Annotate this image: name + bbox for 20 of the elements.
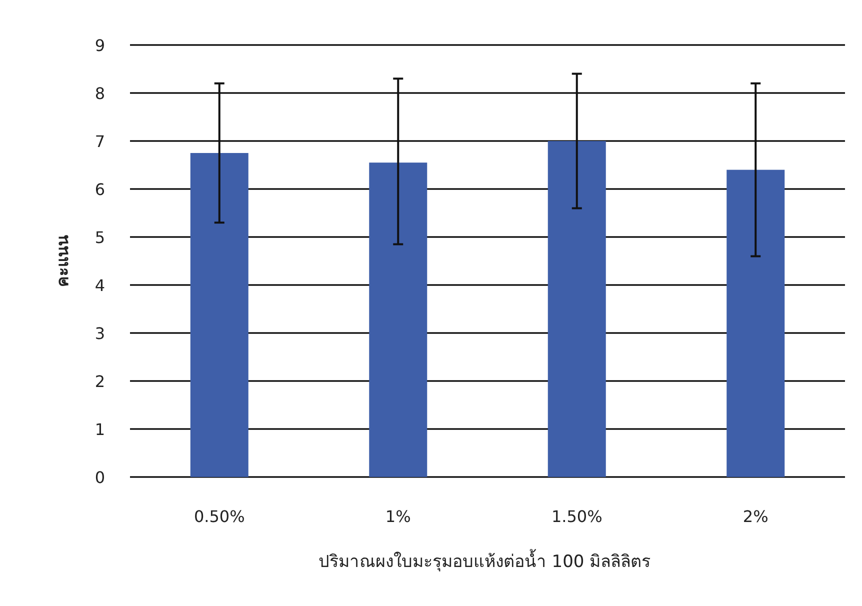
- y-tick-label: 5: [94, 228, 106, 247]
- x-tick-label: 1%: [385, 507, 411, 526]
- y-tick-label: 3: [94, 324, 106, 343]
- bar: [548, 141, 606, 477]
- bar: [369, 162, 428, 477]
- x-tick-label: 1.50%: [551, 507, 602, 526]
- y-axis-title: คะแนน: [53, 235, 72, 287]
- y-tick-label: 2: [94, 372, 106, 391]
- y-tick-label: 1: [94, 420, 106, 439]
- y-tick-label: 8: [94, 84, 106, 103]
- y-tick-label: 4: [94, 276, 106, 295]
- x-tick-label: 2%: [742, 507, 768, 526]
- y-tick-label: 9: [94, 36, 106, 55]
- y-tick-label: 0: [94, 468, 106, 487]
- bar: [190, 153, 248, 477]
- bar: [726, 170, 785, 477]
- y-tick-label: 6: [94, 180, 106, 199]
- x-tick-label: 0.50%: [194, 507, 245, 526]
- x-axis-title: ปริมาณผงใบมะรุมอบแห้งต่อน้ำ 100 มิลลิลิตร: [318, 549, 651, 572]
- y-tick-label: 7: [94, 132, 106, 151]
